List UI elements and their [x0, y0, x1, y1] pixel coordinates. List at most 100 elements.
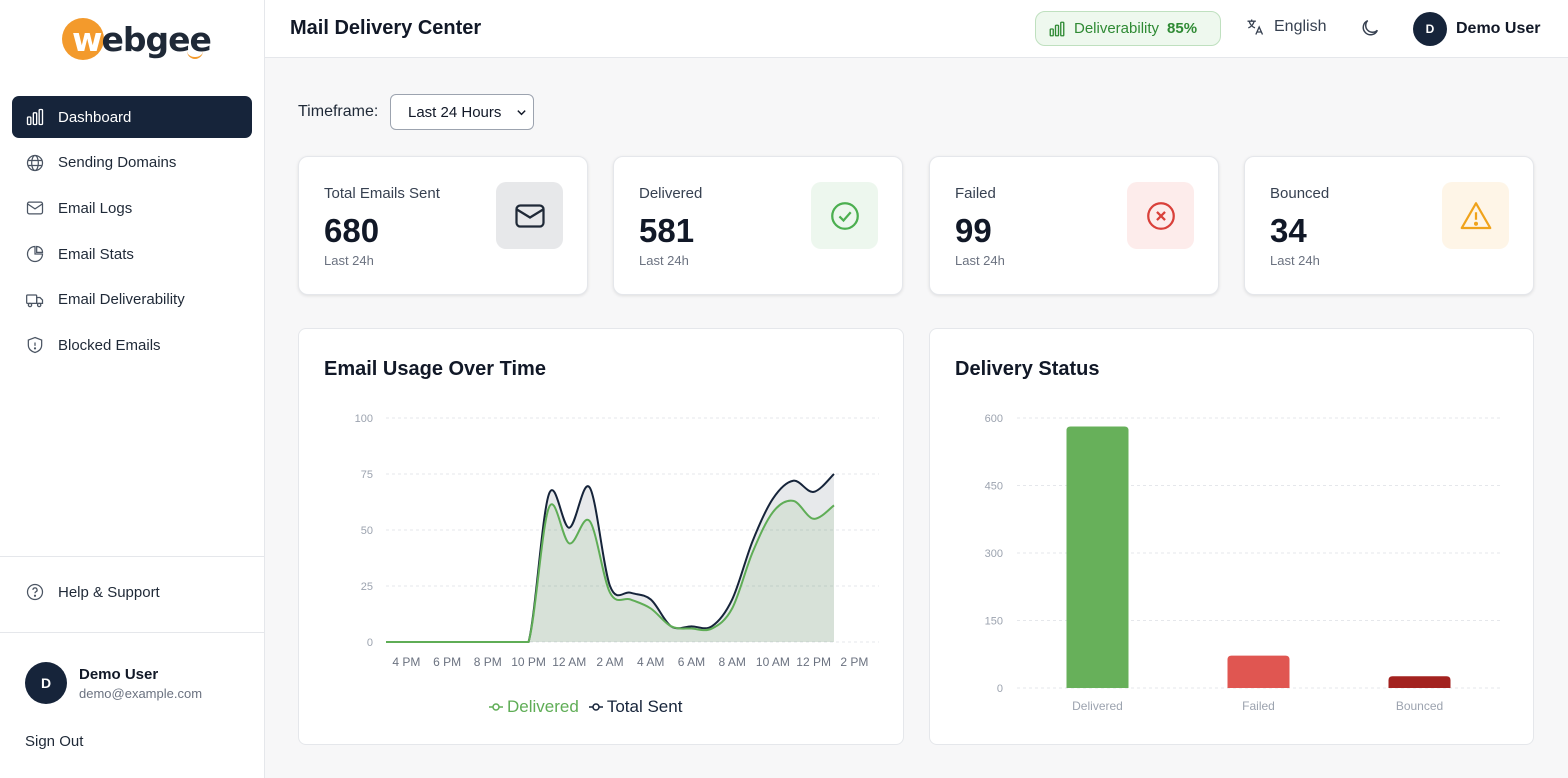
header-user-menu[interactable]: D Demo User — [1413, 12, 1540, 46]
logo-first-letter: w — [72, 20, 102, 59]
y-tick-label: 75 — [361, 469, 373, 481]
timeframe-selected: Last 24 Hours — [408, 103, 502, 121]
timeframe-select[interactable]: Last 24 Hours — [390, 94, 534, 130]
webgee-logo[interactable]: webgee — [62, 18, 212, 62]
bar-failed[interactable] — [1227, 655, 1290, 688]
stat-value: 34 — [1270, 212, 1307, 249]
user-info: Demo User demo@example.com — [79, 666, 202, 701]
x-tick-label: Failed — [1242, 699, 1275, 713]
deliverability-label: Deliverability — [1074, 20, 1160, 37]
sidebar-item-label: Email Stats — [58, 245, 134, 263]
x-tick-label: 10 AM — [756, 655, 790, 669]
mail-icon — [26, 201, 44, 215]
user-email: demo@example.com — [79, 685, 203, 701]
sidebar-item-sending-domains[interactable]: Sending Domains — [12, 142, 252, 184]
sidebar-item-email-deliverability[interactable]: Email Deliverability — [12, 279, 252, 321]
bar-bounced[interactable] — [1388, 676, 1451, 688]
x-tick-label: Delivered — [1072, 699, 1123, 713]
stat-subtitle: Last 24h — [955, 253, 1005, 268]
legend-label: Total Sent — [606, 697, 683, 716]
warning-icon — [1460, 201, 1491, 229]
legend-label: Delivered — [507, 697, 579, 716]
help-support-label: Help & Support — [58, 583, 160, 601]
delivered-line — [386, 499, 835, 643]
x-tick-label: 4 PM — [392, 655, 420, 669]
stat-title: Bounced — [1270, 185, 1330, 202]
legend-item-delivered[interactable]: Delivered — [489, 697, 579, 717]
y-tick-label: 600 — [985, 413, 1003, 425]
bar-delivered[interactable] — [1066, 426, 1129, 688]
sidebar-user: D Demo User demo@example.com — [25, 662, 202, 704]
sidebar-divider — [0, 556, 264, 557]
panel-title: Delivery Status — [955, 358, 1100, 380]
help-support-link[interactable]: Help & Support — [25, 582, 160, 602]
sidebar: webgee Dashboard Sending Domains Email L… — [0, 0, 265, 778]
sidebar-divider — [0, 632, 264, 633]
translate-icon — [1247, 19, 1264, 35]
check-circle-icon — [830, 201, 859, 230]
sign-out-button[interactable]: Sign Out — [25, 733, 84, 750]
stat-card-failed: Failed 99 Last 24h — [929, 156, 1219, 295]
top-header: Mail Delivery Center Deliverability 85% … — [265, 0, 1568, 58]
sidebar-nav: Dashboard Sending Domains Email Logs Ema… — [12, 96, 252, 370]
moon-icon[interactable] — [1359, 17, 1381, 39]
y-tick-label: 0 — [367, 637, 373, 649]
stat-icon-box — [1442, 182, 1509, 249]
truck-icon — [26, 294, 44, 308]
timeframe-label: Timeframe: — [298, 103, 379, 120]
y-tick-label: 0 — [997, 683, 1003, 695]
stat-value: 581 — [639, 212, 695, 249]
sidebar-item-dashboard[interactable]: Dashboard — [12, 96, 252, 138]
stat-icon-box — [811, 182, 878, 249]
avatar: D — [1413, 12, 1447, 46]
stat-title: Delivered — [639, 185, 703, 202]
sidebar-item-email-logs[interactable]: Email Logs — [12, 187, 252, 229]
x-circle-icon — [1146, 201, 1175, 230]
y-tick-label: 150 — [985, 616, 1003, 628]
bar-chart-icon — [1049, 21, 1065, 36]
usage-line-chart: 0 25 50 75 100 4 PM 6 PM 8 PM 10 PM 12 AM 2 AM 4 AM… — [355, 413, 879, 669]
x-tick-label: Bounced — [1396, 699, 1443, 713]
user-name: Demo User — [79, 665, 159, 683]
x-tick-label: 4 AM — [637, 655, 664, 669]
deliverability-badge: Deliverability 85% — [1035, 11, 1221, 46]
stat-title: Total Emails Sent — [324, 185, 440, 202]
sidebar-item-email-stats[interactable]: Email Stats — [12, 233, 252, 275]
stat-card-total-sent: Total Emails Sent 680 Last 24h — [298, 156, 588, 295]
delivered-area — [386, 500, 834, 642]
header-user-name: Demo User — [1456, 20, 1541, 37]
email-usage-panel: Email Usage Over Time 0 25 50 75 100 4 PM 6 PM… — [298, 328, 904, 745]
x-tick-label: 6 AM — [678, 655, 705, 669]
globe-icon — [26, 154, 44, 171]
sidebar-item-label: Sending Domains — [58, 154, 177, 172]
x-tick-label: 10 PM — [511, 655, 546, 669]
legend-marker-icon — [489, 703, 503, 711]
y-tick-label: 300 — [985, 548, 1003, 560]
legend-item-total-sent[interactable]: Total Sent — [588, 697, 683, 717]
x-tick-label: 2 AM — [596, 655, 623, 669]
language-selector[interactable]: English — [1245, 17, 1326, 37]
total-sent-area — [386, 474, 834, 642]
y-tick-label: 50 — [361, 525, 373, 537]
logo-smile — [186, 51, 203, 59]
bar-chart-icon — [26, 108, 44, 126]
sidebar-item-label: Email Deliverability — [58, 291, 185, 309]
x-tick-label: 8 PM — [474, 655, 502, 669]
legend-marker-icon — [588, 703, 603, 711]
language-label: English — [1274, 18, 1327, 35]
sidebar-item-label: Blocked Emails — [58, 336, 161, 354]
stat-subtitle: Last 24h — [1270, 253, 1320, 268]
avatar: D — [25, 662, 67, 704]
x-tick-label: 12 AM — [552, 655, 586, 669]
x-tick-label: 8 AM — [719, 655, 746, 669]
x-tick-label: 6 PM — [433, 655, 461, 669]
delivery-status-bar-chart: 0 150 300 450 600 Delivered Failed Bounced — [985, 413, 1500, 713]
stat-card-bounced: Bounced 34 Last 24h — [1244, 156, 1534, 295]
y-tick-label: 450 — [985, 481, 1003, 493]
y-tick-label: 25 — [361, 581, 373, 593]
y-tick-label: 100 — [355, 413, 373, 425]
page-title: Mail Delivery Center — [290, 17, 482, 39]
sidebar-item-blocked-emails[interactable]: Blocked Emails — [12, 324, 252, 366]
shield-icon — [27, 337, 43, 354]
stat-value: 680 — [324, 212, 380, 249]
